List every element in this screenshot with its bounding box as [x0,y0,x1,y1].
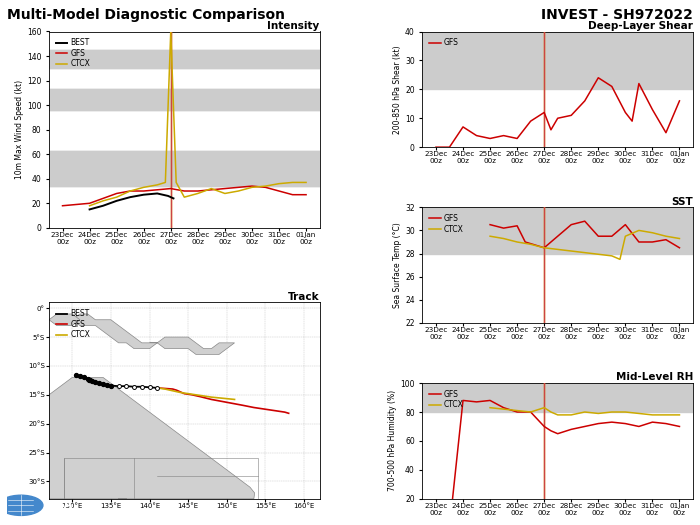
Polygon shape [72,314,158,349]
Polygon shape [150,337,234,354]
Y-axis label: 700-500 hPa Humidity (%): 700-500 hPa Humidity (%) [389,391,398,491]
Point [78,373,90,382]
Legend: BEST, GFS, CTCX: BEST, GFS, CTCX [52,35,93,71]
Bar [49,151,320,186]
Y-axis label: Sea Surface Temp (°C): Sea Surface Temp (°C) [393,222,402,308]
Point [82,374,93,383]
Point [85,376,96,385]
Text: Deep-Layer Shear: Deep-Layer Shear [588,20,693,31]
Bar [49,50,320,68]
Circle shape [0,495,43,516]
Polygon shape [49,314,80,326]
Point [86,377,97,385]
Legend: GFS, CTCX: GFS, CTCX [426,211,467,237]
Polygon shape [0,377,255,525]
Text: Multi-Model Diagnostic Comparison: Multi-Model Diagnostic Comparison [7,8,285,22]
Point [74,372,85,381]
Text: INVEST - SH972022: INVEST - SH972022 [541,8,693,22]
Bar [422,383,693,412]
Point [144,383,155,392]
Point [120,382,132,391]
Text: SST: SST [671,196,693,206]
Y-axis label: 10m Max Wind Speed (kt): 10m Max Wind Speed (kt) [15,80,24,179]
Point [128,383,139,391]
Text: CIRA: CIRA [43,500,73,510]
Y-axis label: 200-850 hPa Shear (kt): 200-850 hPa Shear (kt) [393,45,402,134]
Point [94,379,105,387]
Text: Intensity: Intensity [267,20,320,31]
Point [136,383,148,391]
Bar [49,50,320,68]
Point [105,381,116,390]
Point [71,371,82,379]
Text: Mid-Level RH: Mid-Level RH [615,372,693,382]
Point [113,382,124,391]
Bar [422,207,693,254]
Bar [49,151,320,186]
Point [102,381,113,389]
Text: Track: Track [288,292,320,302]
Point [152,384,163,392]
Legend: GFS, CTCX: GFS, CTCX [426,387,467,413]
Legend: GFS: GFS [426,35,462,50]
Bar [49,89,320,110]
Point [90,378,101,386]
Point [97,380,108,388]
Bar [49,89,320,110]
Bar [64,458,258,499]
Legend: BEST, GFS, CTCX: BEST, GFS, CTCX [52,306,93,342]
Bar [422,32,693,89]
Point [83,375,94,384]
